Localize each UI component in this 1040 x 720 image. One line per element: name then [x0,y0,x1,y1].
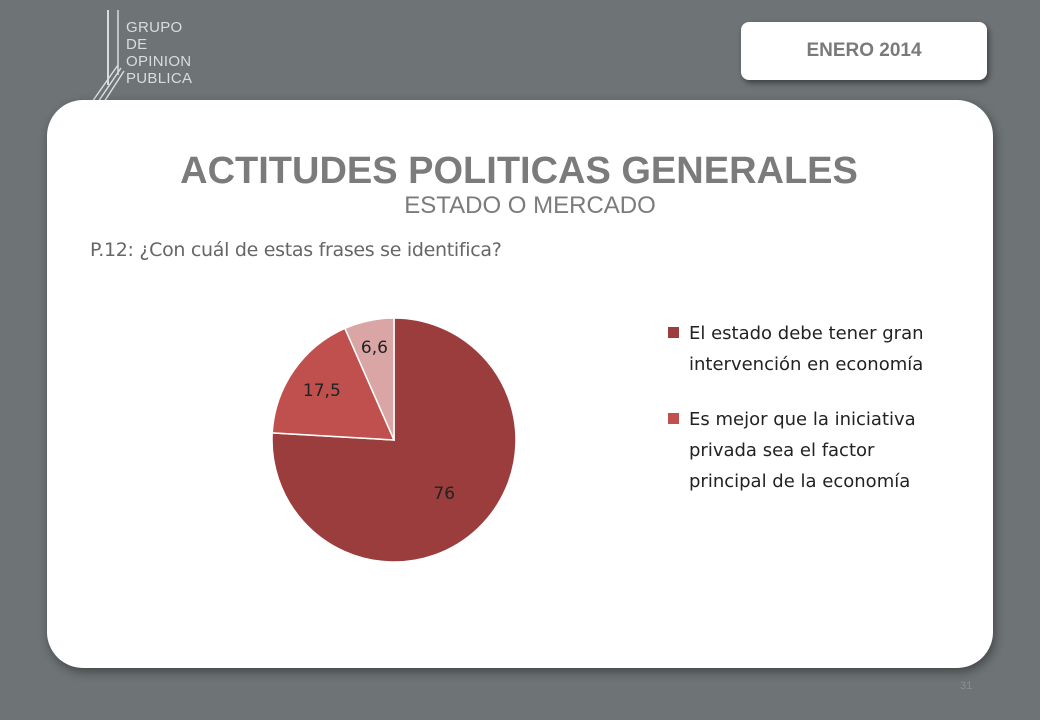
date-badge: ENERO 2014 [741,22,987,80]
logo-mark [91,10,125,103]
page-subtitle: ESTADO O MERCADO [404,192,656,219]
slice-value-label: 6,6 [361,338,388,358]
slice-value-label: 76 [433,484,455,504]
legend-label: Es mejor que la iniciativa privada sea e… [689,409,916,492]
slice-value-label: 17,5 [303,381,341,401]
pie-slice [271,327,396,441]
legend-swatch [668,327,679,338]
logo: GRUPO DE OPINION PUBLICA [88,10,208,105]
logo-line: GRUPO [126,19,183,36]
logo-line: PUBLICA [126,70,193,87]
legend-item: El estado debe tener gran intervención e… [668,318,938,380]
question-text: P.12: ¿Con cuál de estas frases se ident… [90,239,502,261]
logo-line: DE [126,36,148,53]
chart-legend: El estado debe tener gran intervención e… [668,318,938,521]
legend-item: Es mejor que la iniciativa privada sea e… [668,404,938,497]
pie-slice [343,317,395,441]
logo-line: OPINION [126,53,192,70]
content-card [47,100,993,668]
page-title: ACTITUDES POLITICAS GENERALES [180,150,858,192]
page-number: 31 [960,680,973,692]
legend-label: El estado debe tener gran intervención e… [689,323,924,375]
legend-swatch [668,413,679,424]
logo-text: GRUPO DE OPINION PUBLICA [126,19,192,87]
